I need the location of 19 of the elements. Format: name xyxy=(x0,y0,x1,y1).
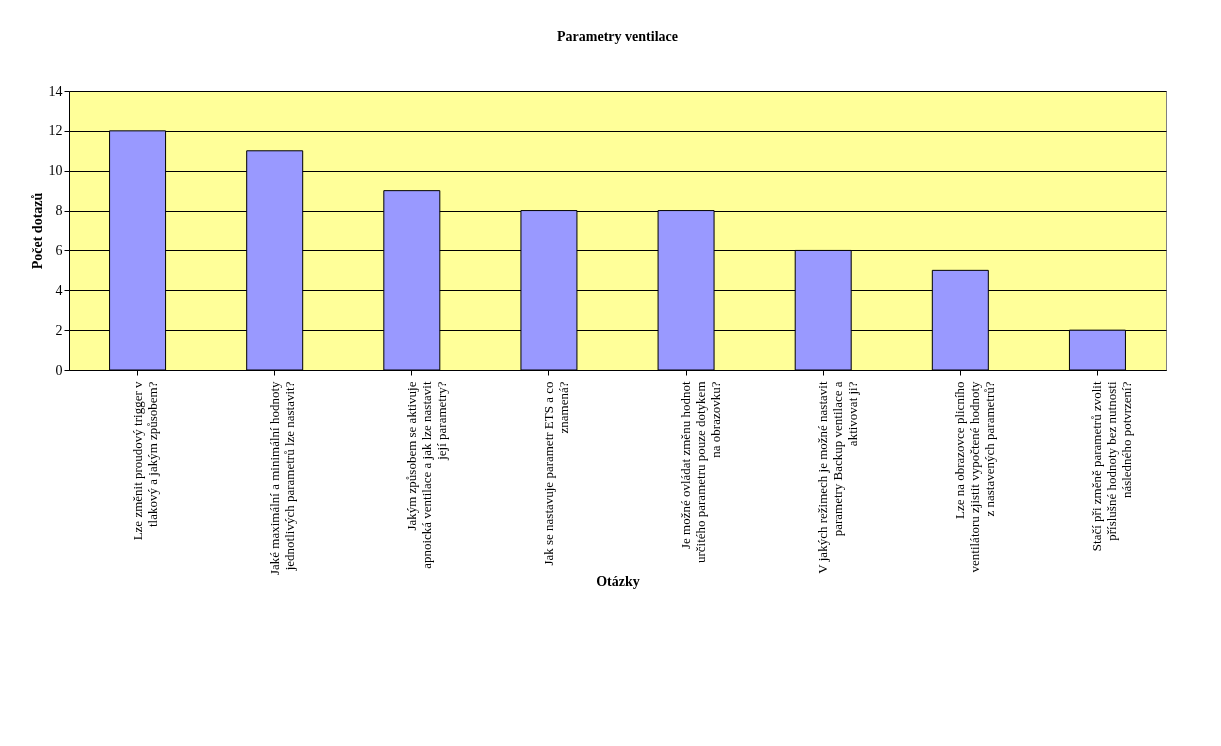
x-tick-label: Je možné ovládat změnu hodnot určitého parametru pouze dotykem na obrazovku? xyxy=(678,381,724,564)
y-axis-title: Počet dotazů xyxy=(29,192,45,270)
x-axis-title: Otázky xyxy=(596,573,640,589)
x-tick-label: Stačí při změně parametrů zvolit příslušné hodnoty bez nutnosti následného potvrzení? xyxy=(1089,381,1135,552)
x-tick-label: Jakým způsobem se aktivuje apnoická ventilace a jak lze nastavit její parametry? xyxy=(403,381,449,569)
y-tick-label: 14 xyxy=(48,83,63,99)
y-tick-label: 4 xyxy=(55,282,63,298)
x-tick-label: Lze změnit proudový trigger v tlakový a jakým způsobem? xyxy=(129,381,160,541)
x-tick-label: Jak se nastavuje parametr ETS a co znamená? xyxy=(540,381,571,566)
y-tick-label: 2 xyxy=(55,322,63,338)
y-tick-label: 6 xyxy=(55,242,63,258)
y-tick-label: 12 xyxy=(48,123,63,139)
chart-title: Parametry ventilace xyxy=(557,29,678,44)
y-tick-label: 0 xyxy=(55,362,63,378)
y-tick-label: 8 xyxy=(55,203,63,219)
x-tick-label: Jaké maximální a minimální hodnoty jednotlivých parametrů lze nastavit? xyxy=(266,381,297,576)
x-tick-label: Lze na obrazovce plicního ventilátoru zjistit vypočtené hodnoty z nastavených parametrů? xyxy=(952,381,998,573)
y-tick-label: 10 xyxy=(48,163,63,179)
x-tick-label: V jakých režimech je možné nastavit parametry Backup ventilace a aktivovat ji? xyxy=(815,381,861,574)
